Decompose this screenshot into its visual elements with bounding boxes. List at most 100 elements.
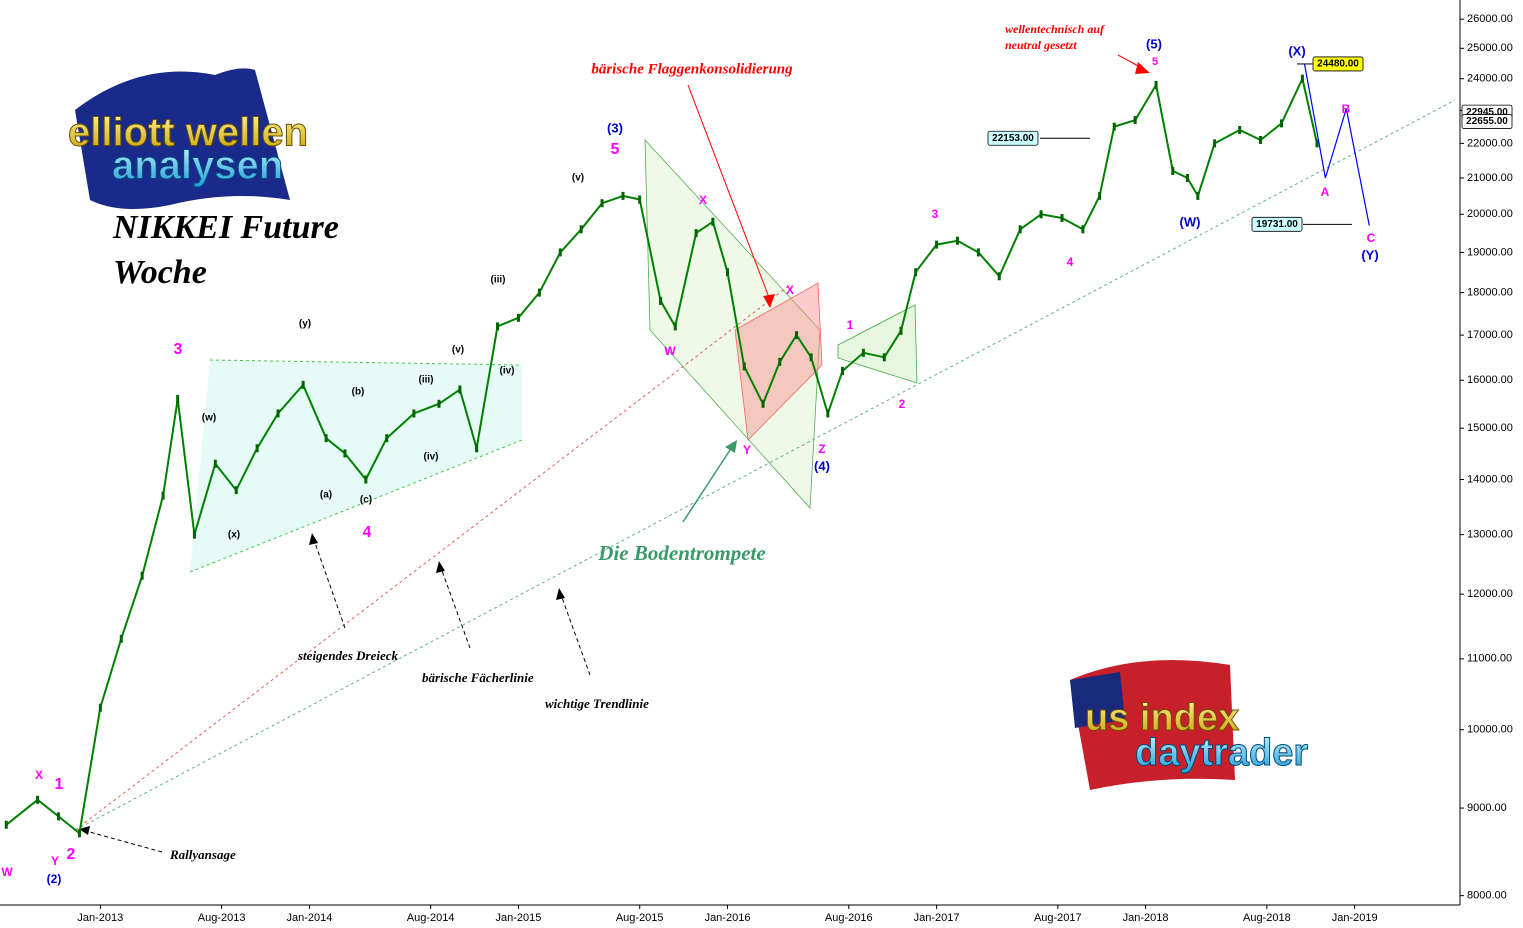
- x-tick-label: Jan-2014: [286, 912, 332, 924]
- y-tick-label: 14000.00: [1467, 473, 1513, 485]
- x-tick-label: Jan-2018: [1123, 912, 1169, 924]
- arrow: [682, 446, 733, 523]
- price-tag: [1461, 114, 1513, 129]
- candle: [1196, 191, 1200, 200]
- candle: [726, 268, 729, 277]
- price-tag-label: 22945.00: [1466, 107, 1508, 118]
- candle: [826, 409, 830, 418]
- arrow: [687, 84, 771, 301]
- trumpet-zone: [644, 138, 821, 509]
- y-tick-label: 24000.00: [1467, 73, 1513, 85]
- candle: [161, 491, 165, 500]
- wave-label: Y: [51, 854, 59, 868]
- candle: [98, 703, 102, 712]
- wave-label: X: [786, 283, 794, 297]
- note: Die Bodentrompete: [597, 541, 765, 565]
- x-tick-label: Aug-2016: [825, 912, 873, 924]
- candle: [742, 362, 746, 371]
- candle: [4, 820, 8, 829]
- candle: [1279, 119, 1283, 128]
- candle: [213, 459, 217, 468]
- candle: [600, 199, 604, 208]
- wave-label: (iii): [419, 375, 434, 386]
- candle: [997, 272, 1001, 281]
- candle: [861, 348, 865, 357]
- candle: [1081, 225, 1085, 234]
- candle: [976, 248, 980, 257]
- wave-label: (v): [572, 173, 584, 184]
- wave-label: X: [699, 193, 707, 207]
- candle: [659, 296, 663, 305]
- wave-label: (Y): [1361, 247, 1378, 262]
- note: wellentechnisch auf: [1005, 22, 1105, 36]
- candle: [1112, 122, 1116, 131]
- candle: [1171, 166, 1175, 175]
- y-tick-label: 20000.00: [1467, 208, 1513, 220]
- price-tag: [987, 130, 1039, 146]
- candle: [364, 475, 368, 484]
- wave-label: 4: [1067, 255, 1074, 269]
- wave-label: (y): [299, 319, 311, 330]
- y-tick-label: 8000.00: [1467, 890, 1507, 902]
- candle: [579, 225, 583, 234]
- candle: [176, 395, 180, 404]
- wave-label: (v): [452, 345, 464, 356]
- wave-label: (5): [1146, 36, 1162, 51]
- arrow: [560, 594, 591, 676]
- arrow-head: [436, 561, 445, 573]
- arrow-head: [763, 294, 775, 308]
- chart-title: NIKKEI Future: [112, 209, 339, 246]
- price-tag-label: 24480.00: [1317, 59, 1359, 70]
- wave-label: (iv): [424, 452, 439, 463]
- logo-text: us index: [1085, 697, 1239, 739]
- candle: [119, 634, 123, 643]
- candle: [1213, 139, 1217, 148]
- y-tick-label: 15000.00: [1467, 422, 1513, 434]
- wave-label: 1: [847, 318, 854, 332]
- y-tick-label: 9000.00: [1467, 802, 1507, 814]
- wave-label: 5: [1152, 56, 1158, 68]
- candle: [694, 229, 698, 238]
- candle: [276, 409, 280, 418]
- arrow: [85, 830, 163, 853]
- wave-label: (x): [228, 530, 240, 541]
- y-tick-label: 11000.00: [1467, 653, 1512, 665]
- candle: [1060, 213, 1064, 222]
- y-tick-label: 16000.00: [1467, 374, 1513, 386]
- candle: [809, 353, 813, 362]
- note: bärische Flaggenkonsolidierung: [591, 61, 793, 77]
- candle: [778, 357, 782, 366]
- candle: [840, 366, 844, 375]
- wave-label: W: [664, 344, 676, 358]
- note: wichtige Trendlinie: [545, 696, 649, 711]
- wave-label: (X): [1288, 43, 1305, 58]
- candle: [192, 530, 196, 539]
- wave-label: C: [1367, 231, 1376, 245]
- candle: [385, 434, 389, 443]
- projection: [1303, 63, 1370, 226]
- candle: [437, 399, 441, 408]
- candle: [516, 313, 520, 322]
- y-tick-label: 21000.00: [1467, 172, 1513, 184]
- note: bärische Fächerlinie: [422, 670, 534, 685]
- wave-label: (4): [814, 458, 830, 473]
- y-tick-label: 25000.00: [1467, 42, 1513, 54]
- triangle-edge: [209, 359, 523, 366]
- y-tick-label: 22000.00: [1467, 137, 1513, 149]
- wave-label: 2: [67, 846, 76, 863]
- candle: [638, 195, 642, 204]
- candle: [882, 353, 886, 362]
- wave-label: (b): [352, 387, 365, 398]
- wave-label: (2): [47, 872, 62, 886]
- candle: [673, 322, 677, 331]
- candle: [1018, 225, 1022, 234]
- note: neutral gesetzt: [1005, 38, 1077, 52]
- wave-label: (a): [320, 490, 332, 501]
- note-arrows: [79, 54, 1150, 853]
- wave-label: 1: [55, 776, 64, 793]
- candle: [1133, 116, 1137, 125]
- y-tick-label: 17000.00: [1467, 329, 1513, 341]
- wave-label: (c): [360, 495, 372, 506]
- wave-label: Y: [743, 443, 751, 457]
- trendline: [75, 99, 1456, 831]
